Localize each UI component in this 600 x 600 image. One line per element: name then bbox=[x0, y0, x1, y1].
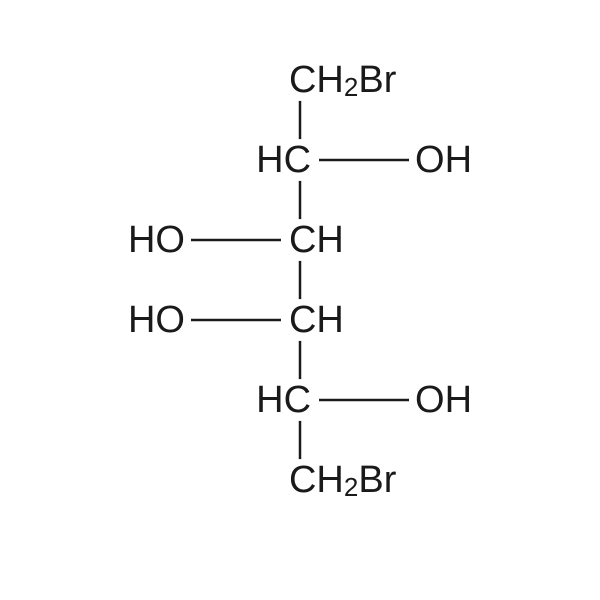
atom-c4-ch: CH bbox=[289, 299, 344, 341]
atom-c5-hc: HC bbox=[256, 379, 311, 421]
molecule-diagram: CH2Br HC CH CH HC CH2Br OH HO HO OH bbox=[0, 0, 600, 600]
atom-c6-ch2br: CH2Br bbox=[289, 459, 397, 502]
atom-c5-oh: OH bbox=[415, 379, 472, 421]
atom-c4-ho: HO bbox=[128, 299, 185, 341]
atom-c2-oh: OH bbox=[415, 139, 472, 181]
atom-c2-hc: HC bbox=[256, 139, 311, 181]
atom-c1-ch2br: CH2Br bbox=[289, 59, 397, 102]
atom-c3-ch: CH bbox=[289, 219, 344, 261]
atom-c3-ho: HO bbox=[128, 219, 185, 261]
